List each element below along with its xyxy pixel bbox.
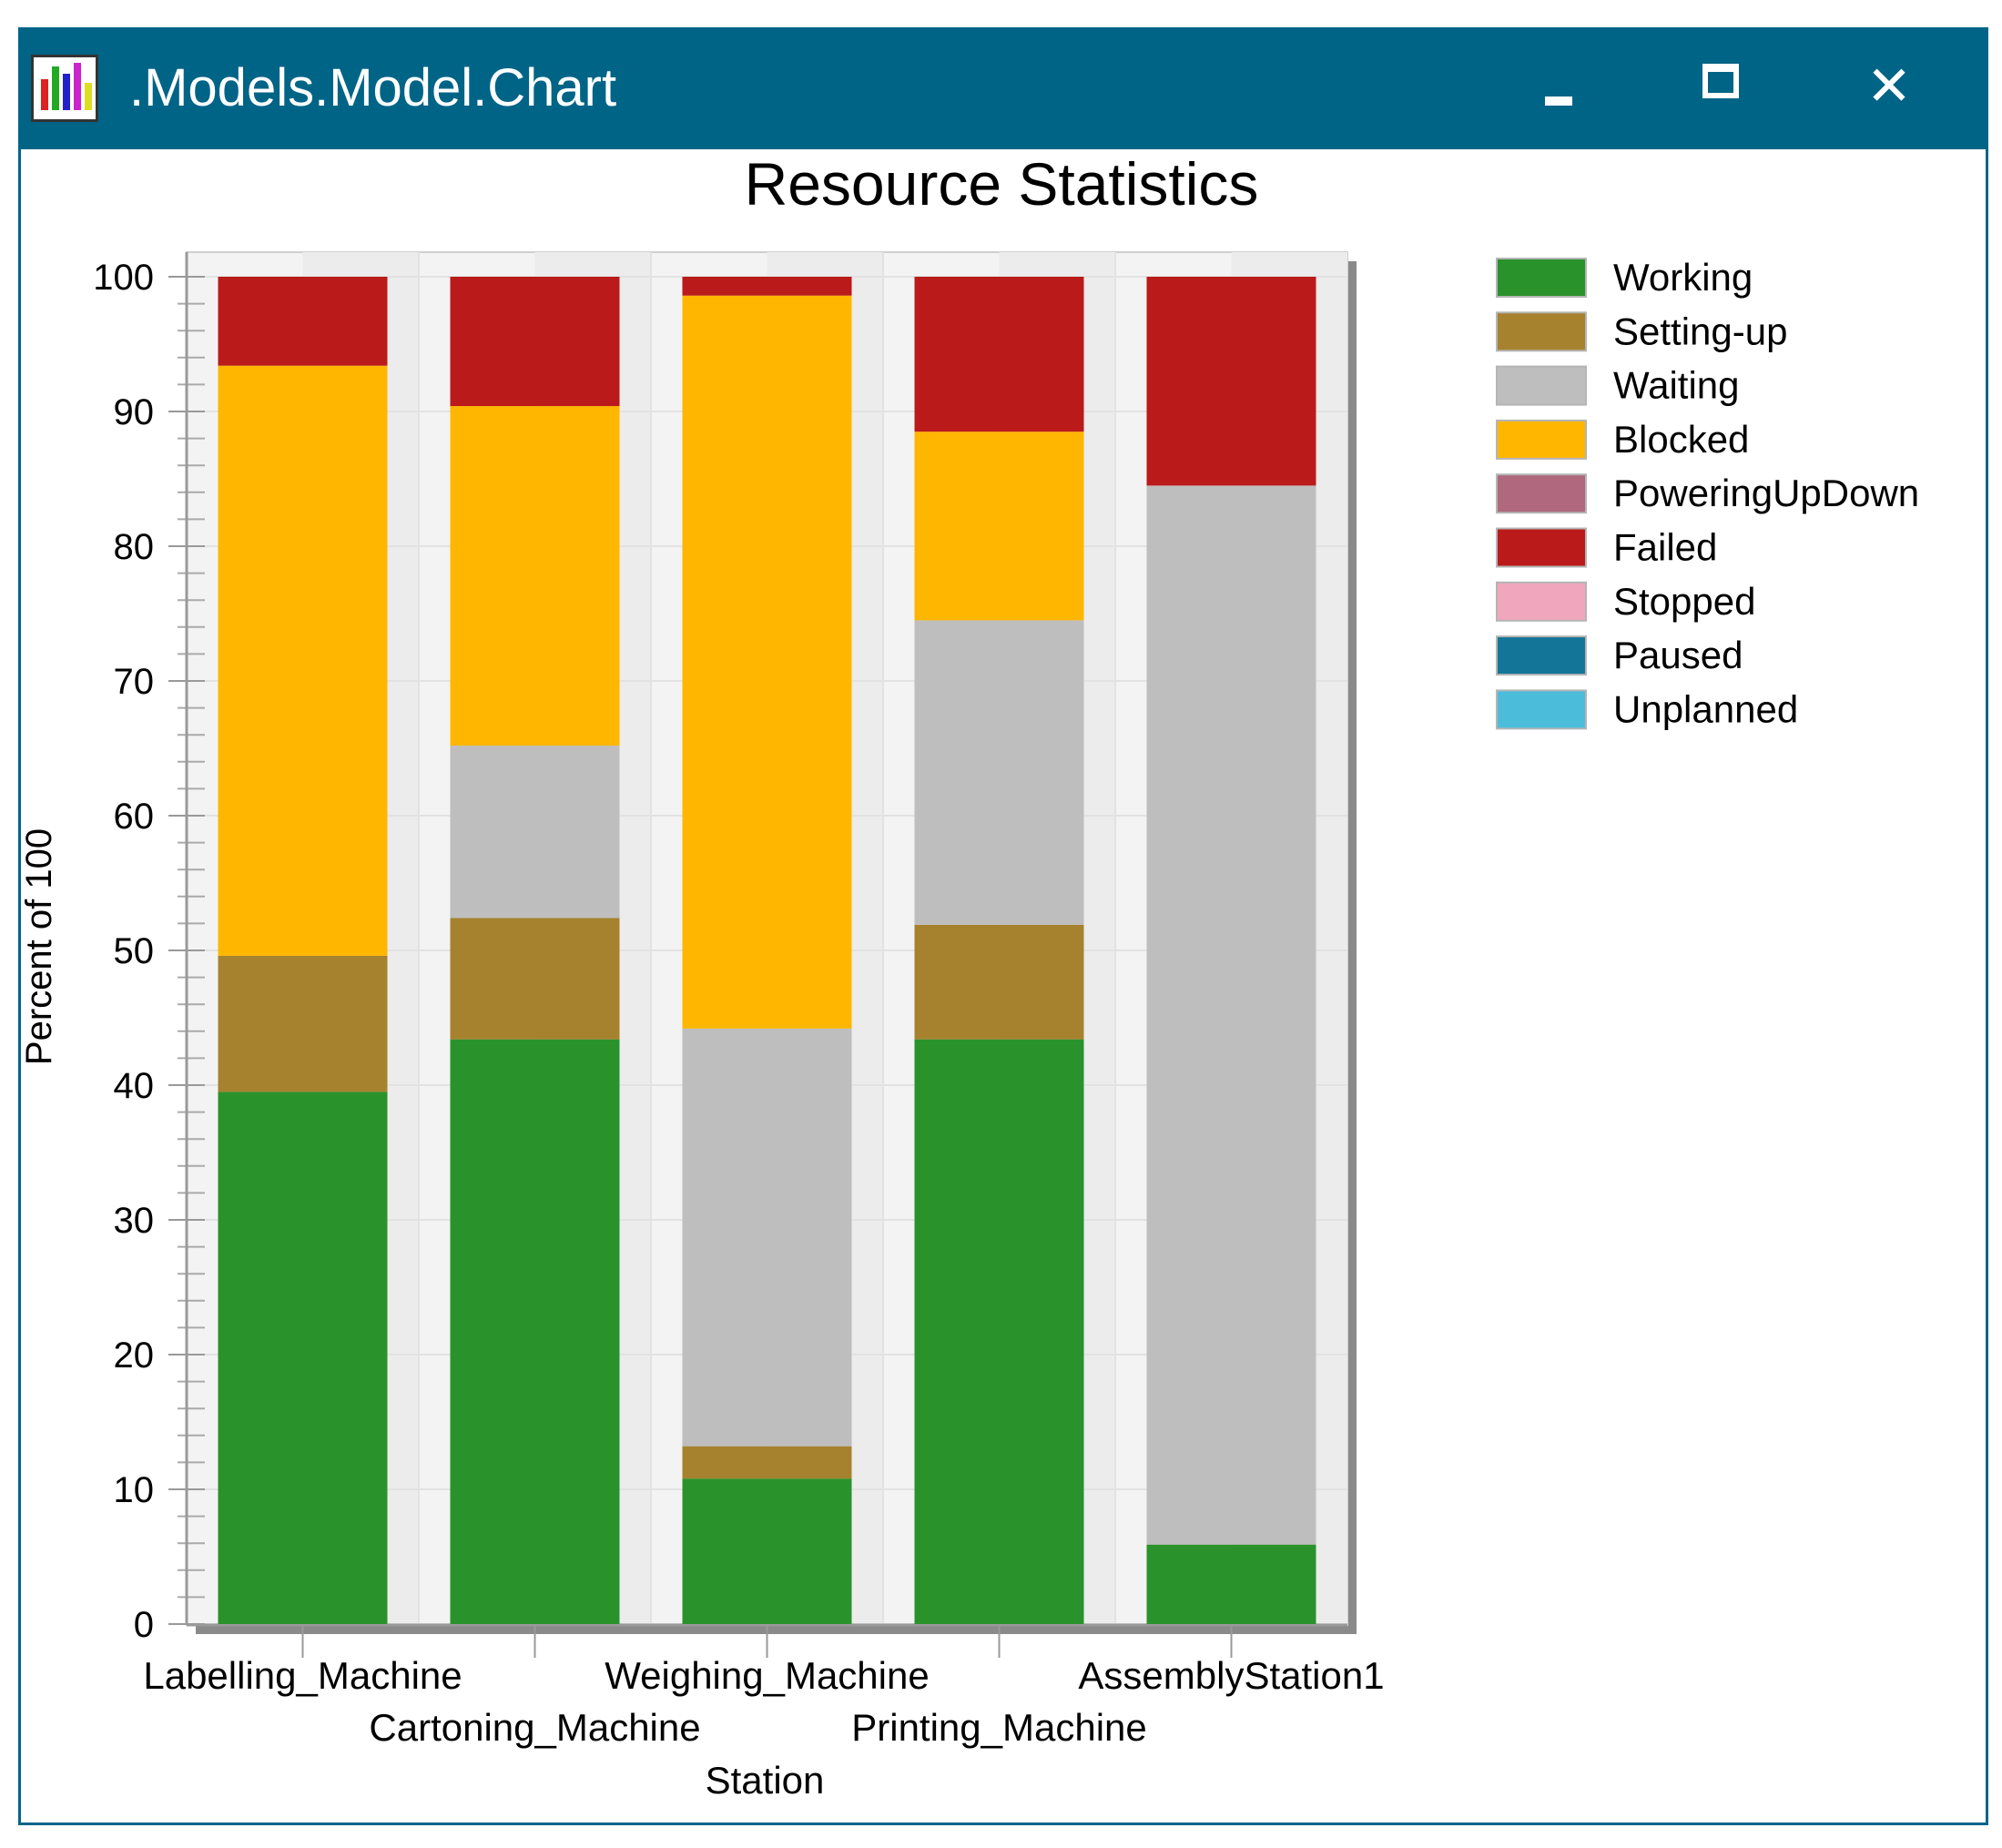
close-button[interactable]: ✕ xyxy=(1865,56,1913,117)
y-tick-label: 70 xyxy=(114,662,155,702)
legend-label-working: Working xyxy=(1613,256,1753,299)
y-tick-label: 10 xyxy=(114,1470,155,1510)
bar-working-printing_machine xyxy=(914,1039,1084,1624)
legend-label-poweringupdown: PoweringUpDown xyxy=(1613,472,1919,514)
bar-failed-cartoning_machine xyxy=(450,277,620,407)
bar-blocked-weighing_machine xyxy=(682,295,852,1029)
bar-working-labelling_machine xyxy=(218,1092,388,1624)
bar-waiting-printing_machine xyxy=(914,620,1084,925)
legend-swatch-failed xyxy=(1496,527,1587,568)
window-title: .Models.Model.Chart xyxy=(129,58,617,117)
legend-swatch-setting-up xyxy=(1496,311,1587,352)
legend-label-stopped: Stopped xyxy=(1613,580,1755,623)
x-tick-label: Labelling_Machine xyxy=(143,1654,462,1697)
y-tick-label: 60 xyxy=(114,797,155,837)
bar-setting-up-cartoning_machine xyxy=(450,918,620,1040)
legend-label-unplanned: Unplanned xyxy=(1613,687,1798,730)
bar-blocked-printing_machine xyxy=(914,432,1084,621)
bar-failed-printing_machine xyxy=(914,277,1084,432)
y-tick-label: 50 xyxy=(114,931,155,971)
chart-title: Resource Statistics xyxy=(745,150,1259,218)
y-tick-label: 90 xyxy=(114,392,155,432)
legend-swatch-unplanned xyxy=(1496,689,1587,730)
y-tick-label: 80 xyxy=(114,527,155,567)
bar-failed-labelling_machine xyxy=(218,277,388,366)
legend-swatch-poweringupdown xyxy=(1496,473,1587,514)
x-tick-label: Weighing_Machine xyxy=(605,1654,929,1697)
y-tick-label: 100 xyxy=(93,258,154,298)
legend-swatch-waiting xyxy=(1496,365,1587,406)
y-tick-label: 30 xyxy=(114,1201,155,1241)
bar-blocked-labelling_machine xyxy=(218,365,388,956)
bar-working-cartoning_machine xyxy=(450,1039,620,1624)
bar-setting-up-labelling_machine xyxy=(218,955,388,1092)
legend-swatch-stopped xyxy=(1496,581,1587,622)
bar-working-assemblystation1 xyxy=(1146,1544,1316,1624)
y-tick-label: 20 xyxy=(114,1335,155,1376)
bar-setting-up-weighing_machine xyxy=(682,1446,852,1479)
x-tick-label: Printing_Machine xyxy=(851,1706,1147,1749)
bar-setting-up-printing_machine xyxy=(914,924,1084,1040)
bar-waiting-assemblystation1 xyxy=(1146,485,1316,1545)
y-tick-label: 0 xyxy=(134,1605,154,1645)
legend-label-failed: Failed xyxy=(1613,526,1717,569)
x-tick-label: Cartoning_Machine xyxy=(369,1706,700,1749)
legend-swatch-blocked xyxy=(1496,419,1587,460)
bar-failed-assemblystation1 xyxy=(1146,277,1316,486)
x-axis-label: Station xyxy=(706,1759,825,1802)
bar-blocked-cartoning_machine xyxy=(450,406,620,746)
legend-label-paused: Paused xyxy=(1613,634,1743,676)
bar-failed-weighing_machine xyxy=(682,277,852,296)
maximize-button[interactable] xyxy=(1671,46,1771,127)
chart-app-icon xyxy=(31,55,98,122)
bar-working-weighing_machine xyxy=(682,1478,852,1624)
legend-label-setting-up: Setting-up xyxy=(1613,310,1787,352)
legend-label-waiting: Waiting xyxy=(1613,364,1740,407)
bar-waiting-cartoning_machine xyxy=(450,746,620,919)
x-tick-label: AssemblyStation1 xyxy=(1078,1654,1384,1697)
bar-waiting-weighing_machine xyxy=(682,1028,852,1447)
legend-swatch-paused xyxy=(1496,635,1587,676)
legend-swatch-working xyxy=(1496,258,1587,298)
y-tick-label: 40 xyxy=(114,1066,155,1106)
legend-label-blocked: Blocked xyxy=(1613,418,1749,461)
y-axis-label: Percent of 100 xyxy=(19,828,59,1065)
minimize-button[interactable] xyxy=(1507,46,1607,127)
title-bar[interactable]: .Models.Model.Chart ✕ xyxy=(18,27,1988,149)
